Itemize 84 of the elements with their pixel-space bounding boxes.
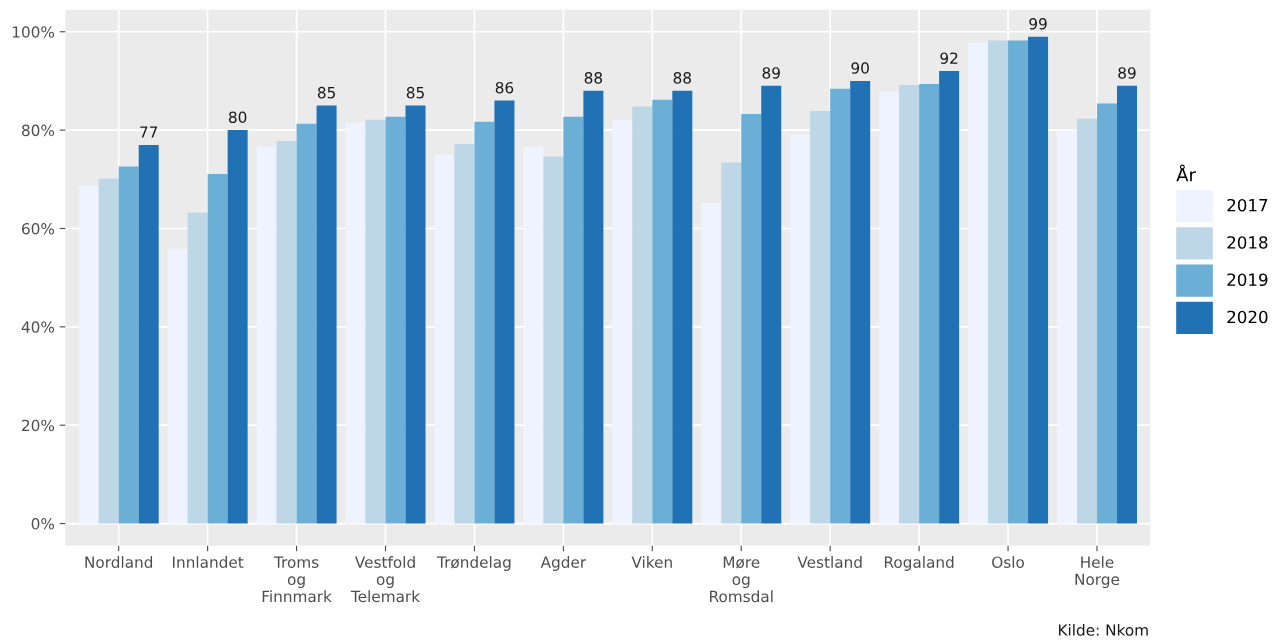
bar (1008, 40, 1029, 524)
legend-label: 2017 (1227, 198, 1268, 212)
bar (939, 71, 960, 524)
legend-label: 2018 (1227, 236, 1268, 249)
bar (1116, 85, 1137, 524)
bar (761, 85, 782, 524)
bar (345, 122, 366, 524)
y-tick-label: 80% (21, 124, 55, 137)
bar (919, 83, 940, 524)
bar (227, 130, 248, 524)
x-tick-label: Hele Norge (1075, 556, 1120, 589)
bar (98, 178, 119, 524)
bar (523, 146, 544, 524)
data-label: 99 (1029, 18, 1047, 30)
legend-label: 2020 (1227, 310, 1268, 324)
x-tick-label: Nordland (85, 556, 153, 568)
bar (454, 143, 475, 524)
data-label: 85 (406, 86, 424, 99)
bar (721, 162, 742, 524)
bar (207, 173, 228, 524)
y-tick-label: 60% (22, 222, 55, 235)
text: Kilde: Nkom (1058, 624, 1148, 636)
bar (296, 123, 317, 524)
bar (365, 119, 386, 524)
y-tick-label: 0% (31, 518, 55, 530)
bar (988, 40, 1009, 524)
bar (790, 134, 811, 524)
bar (612, 119, 633, 524)
legend-label: 2019 (1227, 273, 1268, 286)
bar (118, 166, 139, 524)
bar (652, 99, 673, 524)
data-label: 88 (584, 72, 603, 84)
data-label: 85 (317, 86, 335, 99)
x-tick-label: Agder (540, 556, 587, 571)
y-tick-label: 40% (21, 321, 55, 333)
x-tick-label: Vestfold og Telemark (350, 556, 421, 603)
bar (968, 42, 989, 524)
bar (899, 84, 920, 524)
y-tick-label: 20% (22, 419, 55, 432)
x-tick-label: Møre og Romsdal (710, 556, 773, 603)
bar (583, 90, 604, 524)
bar (1096, 103, 1117, 524)
bar (672, 90, 693, 524)
bar (316, 105, 337, 524)
x-tick-label: Troms og Finnmark (262, 556, 332, 603)
y-tick-label: 100% (12, 26, 55, 38)
bar (810, 110, 831, 524)
bar (741, 113, 762, 524)
data-label: 86 (495, 81, 514, 94)
data-label: 90 (851, 62, 869, 74)
data-label: 92 (940, 52, 958, 64)
x-tick-label: Vestland (797, 556, 862, 568)
bar (879, 91, 900, 524)
x-tick-label: Trøndelag (436, 556, 511, 571)
x-tick-label: Innlandet (173, 556, 244, 568)
bar (494, 100, 515, 524)
bar (474, 121, 495, 524)
data-label: 77 (140, 126, 158, 138)
bar (850, 80, 871, 524)
bar (167, 248, 188, 524)
bar (543, 156, 564, 524)
bar (385, 116, 406, 524)
bar (276, 140, 297, 524)
x-tick-label: Rogaland (884, 556, 954, 571)
bar (187, 212, 208, 524)
x-tick-label: Viken (631, 556, 672, 568)
bar (405, 105, 426, 524)
bar (138, 144, 159, 524)
legend-title: År (1176, 164, 1196, 182)
bar (256, 146, 277, 524)
bar (78, 185, 99, 524)
data-label: 88 (673, 72, 691, 84)
data-label: 89 (1118, 67, 1136, 79)
bar (632, 106, 653, 524)
bar (563, 116, 584, 524)
bar (830, 88, 851, 524)
bar (434, 154, 455, 524)
x-tick-label: Oslo (992, 556, 1024, 568)
bar (1076, 118, 1097, 524)
bar (1028, 36, 1049, 524)
bar (1056, 130, 1077, 524)
bar (701, 202, 722, 524)
data-label: 80 (228, 111, 247, 123)
data-label: 89 (762, 67, 780, 79)
